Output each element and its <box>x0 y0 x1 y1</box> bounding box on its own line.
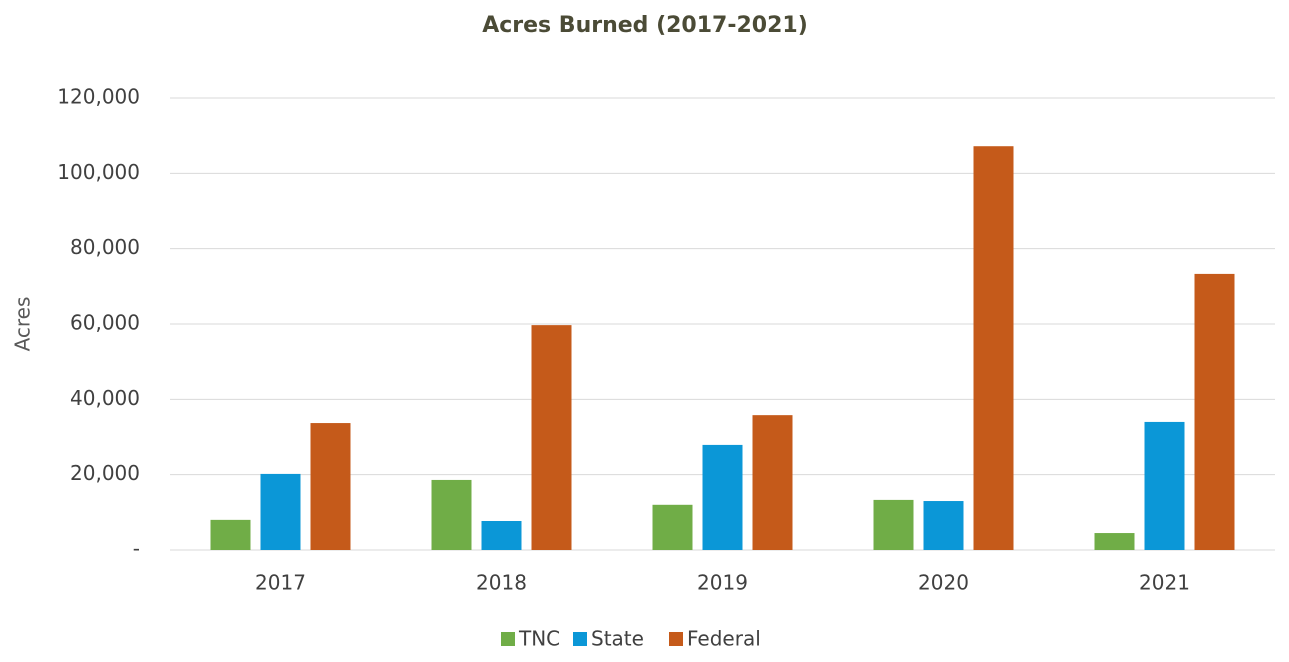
y-axis-label: Acres <box>11 297 35 352</box>
bar <box>702 444 743 550</box>
bar <box>260 473 301 550</box>
legend-swatch <box>501 632 515 646</box>
bar <box>531 325 572 550</box>
bar <box>1094 533 1135 550</box>
x-tick-label: 2019 <box>697 571 748 595</box>
legend-swatch <box>573 632 587 646</box>
legend-label: State <box>591 627 644 651</box>
y-tick-label: 60,000 <box>70 311 140 335</box>
bar <box>873 499 914 550</box>
bar <box>210 519 251 550</box>
y-tick-label: 120,000 <box>57 85 140 109</box>
bar <box>652 504 693 550</box>
bar <box>1144 421 1185 550</box>
bar <box>310 423 351 550</box>
bar <box>481 520 522 550</box>
y-tick-label: 100,000 <box>57 160 140 184</box>
y-tick-label: 20,000 <box>70 461 140 485</box>
x-tick-label: 2017 <box>255 571 306 595</box>
bar <box>431 479 472 550</box>
legend-swatch <box>669 632 683 646</box>
y-tick-label: 80,000 <box>70 235 140 259</box>
legend-label: Federal <box>687 627 761 651</box>
chart-title: Acres Burned (2017-2021) <box>482 13 808 38</box>
legend-label: TNC <box>518 627 560 651</box>
bar <box>923 501 964 550</box>
x-tick-label: 2020 <box>918 571 969 595</box>
y-tick-label: 40,000 <box>70 386 140 410</box>
y-tick-label: - <box>133 537 140 561</box>
x-tick-label: 2018 <box>476 571 527 595</box>
bar <box>1194 273 1235 550</box>
bar <box>973 146 1014 551</box>
bar <box>752 415 793 550</box>
x-tick-label: 2021 <box>1139 571 1190 595</box>
